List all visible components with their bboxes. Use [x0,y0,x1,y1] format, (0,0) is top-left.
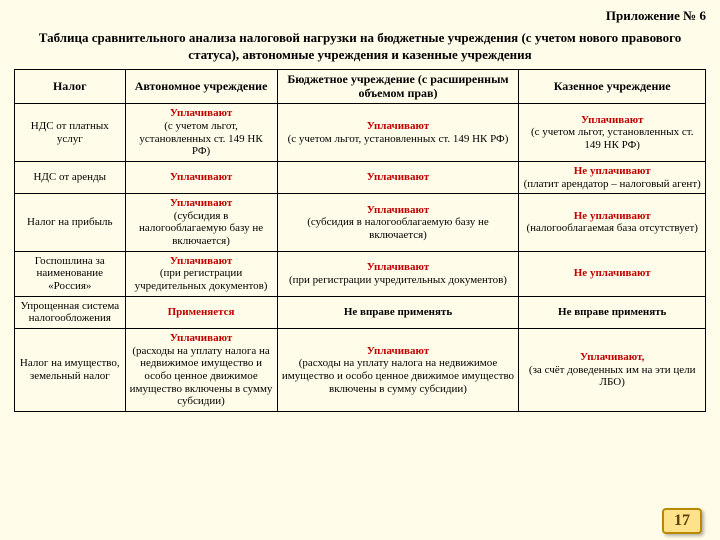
cell: Уплачивают(при регистрации учредительных… [277,251,519,296]
cell: Уплачивают,(за счёт доведенных им на эти… [519,328,706,411]
table-row: Налог на прибыль Уплачивают(субсидия в н… [15,194,706,252]
cell: Не уплачивают [519,251,706,296]
cell: Не уплачивают(налогооблагаемая база отсу… [519,194,706,252]
tax-name: НДС от платных услуг [15,104,126,162]
table-row: НДС от аренды Уплачивают Уплачивают Не у… [15,161,706,193]
tax-name: Госпошлина за наименование «Россия» [15,251,126,296]
cell: Не вправе применять [519,296,706,328]
col-tax: Налог [15,69,126,104]
cell: Уплачивают(с учетом льгот, установленных… [277,104,519,162]
table-row: Упрощенная система налогообложения Приме… [15,296,706,328]
cell: Не вправе применять [277,296,519,328]
cell: Уплачивают [125,161,277,193]
tax-name: НДС от аренды [15,161,126,193]
cell: Уплачивают(субсидия в налогооблагаемую б… [125,194,277,252]
cell: Уплачивают(с учетом льгот, установленных… [125,104,277,162]
col-autonomous: Автономное учреждение [125,69,277,104]
cell: Уплачивают(субсидия в налогооблагаемую б… [277,194,519,252]
cell: Уплачивают(при регистрации учредительных… [125,251,277,296]
appendix-title: Приложение № 6 [14,8,706,24]
table-row: НДС от платных услуг Уплачивают(с учетом… [15,104,706,162]
comparison-table: Налог Автономное учреждение Бюджетное уч… [14,69,706,412]
col-budget: Бюджетное учреждение (с расширенным объе… [277,69,519,104]
tax-name: Налог на имущество, земельный налог [15,328,126,411]
cell: Применяется [125,296,277,328]
cell: Уплачивают(расходы на уплату налога на н… [125,328,277,411]
page-number-badge: 17 [662,508,702,534]
cell: Уплачивают(с учетом льгот, установленных… [519,104,706,162]
cell: Уплачивают [277,161,519,193]
table-caption: Таблица сравнительного анализа налоговой… [14,30,706,63]
cell: Уплачивают(расходы на уплату налога на н… [277,328,519,411]
table-row: Госпошлина за наименование «Россия» Упла… [15,251,706,296]
tax-name: Налог на прибыль [15,194,126,252]
tax-name: Упрощенная система налогообложения [15,296,126,328]
table-header-row: Налог Автономное учреждение Бюджетное уч… [15,69,706,104]
cell: Не уплачивают(платит арендатор – налогов… [519,161,706,193]
col-treasury: Казенное учреждение [519,69,706,104]
table-row: Налог на имущество, земельный налог Упла… [15,328,706,411]
